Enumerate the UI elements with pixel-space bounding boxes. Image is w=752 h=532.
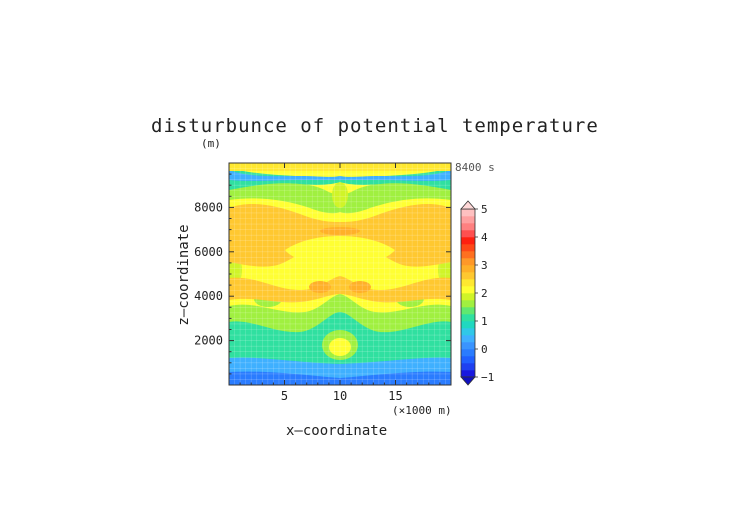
contour-band-orange-mid (229, 276, 451, 303)
colorbar-swatch (461, 293, 475, 301)
colorbar-swatch (461, 342, 475, 350)
colorbar-swatch (461, 265, 475, 273)
y-tick-label: 6000 (194, 245, 223, 259)
colorbar-label: 0 (481, 343, 488, 356)
colorbar-swatch (461, 314, 475, 322)
contour-field (229, 163, 451, 385)
colorbar-bottom-triangle (460, 376, 476, 386)
x-unit-label: (×1000 m) (392, 404, 452, 417)
contour-yellow-upper-inner (285, 236, 395, 265)
colorbar-swatch (461, 286, 475, 294)
colorbar-label: 2 (481, 287, 488, 300)
colorbar-swatch (461, 237, 475, 245)
colorbar-swatch (461, 370, 475, 378)
contour-blob-yellow-top (332, 182, 348, 208)
colorbar-label: 1 (481, 315, 488, 328)
x-ticks: 5 10 15 (239, 163, 441, 403)
colorbar-swatch (461, 272, 475, 280)
colorbar-swatch (461, 244, 475, 252)
colorbar-swatch (461, 258, 475, 266)
x-tick-label: 5 (281, 389, 288, 403)
colorbar-label: 4 (481, 231, 488, 244)
colorbar-swatch (461, 209, 475, 217)
contour-blob-yellow-center (329, 338, 351, 356)
colorbar-swatch (461, 300, 475, 308)
colorbar-swatch (461, 216, 475, 224)
colorbar-swatch (461, 363, 475, 371)
colorbar-swatch (461, 279, 475, 287)
y-ticks: 2000 4000 6000 8000 (194, 173, 451, 375)
colorbar-swatch (461, 251, 475, 259)
colorbar-swatch (461, 307, 475, 315)
y-tick-label: 8000 (194, 200, 223, 214)
colorbar: 5 4 3 2 1 0 −1 (460, 200, 494, 386)
colorbar-swatch (461, 328, 475, 336)
colorbar-swatch (461, 356, 475, 364)
y-unit-label: (m) (201, 137, 221, 150)
grid-overlay (229, 163, 451, 385)
contour-blob-orange-l (309, 281, 331, 293)
time-label: 8400 s (455, 161, 495, 174)
contour-blob-orange-dark (320, 227, 360, 235)
x-axis-label: x—coordinate (286, 423, 388, 439)
contour-band-orange-upper (229, 203, 451, 267)
colorbar-label: 3 (481, 259, 488, 272)
colorbar-swatch (461, 335, 475, 343)
y-tick-label: 2000 (194, 334, 223, 348)
contour-blob-orange-r (349, 281, 371, 293)
colorbar-swatch (461, 349, 475, 357)
colorbar-swatch (461, 321, 475, 329)
contour-band-blue-top (229, 170, 451, 181)
x-tick-label: 10 (333, 389, 347, 403)
colorbar-top-triangle (460, 200, 476, 210)
y-tick-label: 4000 (194, 289, 223, 303)
x-tick-label: 15 (388, 389, 402, 403)
colorbar-swatch (461, 223, 475, 231)
chart-title: disturbunce of potential temperature (151, 115, 599, 137)
colorbar-label: 5 (481, 203, 488, 216)
colorbar-swatch (461, 230, 475, 238)
colorbar-label: −1 (481, 371, 494, 384)
